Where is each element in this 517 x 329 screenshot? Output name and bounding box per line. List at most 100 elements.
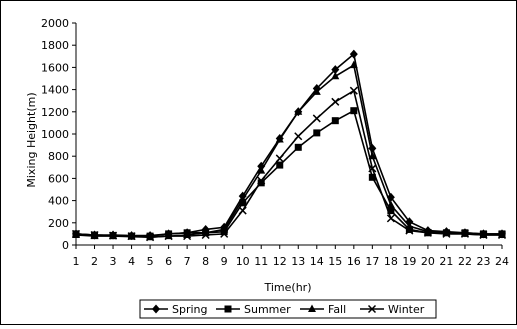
- data-point-fall: [312, 87, 321, 95]
- x-tick-label: 15: [328, 255, 342, 268]
- x-tick-label: 23: [476, 255, 490, 268]
- y-tick-label: 1200: [41, 106, 69, 119]
- x-tick-label: 10: [236, 255, 250, 268]
- legend-label-spring: Spring: [172, 303, 208, 316]
- y-tick-label: 200: [48, 217, 69, 230]
- x-tick-label: 16: [347, 255, 361, 268]
- data-point-winter: [349, 86, 358, 95]
- y-tick-label: 1000: [41, 128, 69, 141]
- x-tick-label: 11: [254, 255, 268, 268]
- data-point-winter: [294, 132, 303, 141]
- y-tick-label: 2000: [41, 17, 69, 30]
- data-point-fall: [349, 60, 358, 69]
- legend: Spring Summer Fall Winter: [139, 299, 437, 319]
- data-point-summer: [276, 161, 284, 169]
- data-point-summer: [239, 199, 247, 207]
- data-point-winter: [164, 232, 173, 241]
- x-tick-label: 6: [165, 255, 172, 268]
- data-point-summer: [313, 129, 321, 137]
- y-tick-label: 1400: [41, 84, 69, 97]
- data-point-summer: [350, 107, 358, 115]
- x-tick-label: 24: [495, 255, 509, 268]
- legend-label-fall: Fall: [328, 303, 346, 316]
- data-point-winter: [423, 228, 432, 237]
- x-tick-label: 3: [110, 255, 117, 268]
- data-point-fall: [275, 135, 284, 143]
- x-tick-label: 20: [421, 255, 435, 268]
- data-point-fall: [294, 107, 303, 115]
- data-point-fall: [257, 166, 266, 174]
- data-point-winter: [220, 229, 229, 238]
- data-point-winter: [201, 230, 210, 240]
- series-line-winter: [75, 89, 502, 239]
- legend-item-winter: Winter: [360, 303, 425, 316]
- x-tick-label: 9: [221, 255, 228, 268]
- data-point-winter: [386, 214, 395, 223]
- legend-marker-summer: [224, 305, 232, 313]
- x-tick-label: 21: [439, 255, 453, 268]
- legend-box: [139, 299, 437, 319]
- x-tick-label: 2: [91, 255, 98, 268]
- legend-marker-fall: [308, 304, 316, 312]
- data-point-summer: [405, 225, 413, 233]
- data-point-winter: [109, 231, 118, 240]
- x-tick-label: 7: [184, 255, 191, 268]
- data-point-fall: [238, 194, 247, 203]
- x-tick-label: 5: [147, 255, 154, 268]
- data-point-summer: [257, 179, 265, 187]
- data-point-winter: [368, 164, 377, 173]
- legend-item-fall: Fall: [300, 303, 346, 316]
- series-layer: [71, 49, 507, 242]
- data-point-winter: [257, 176, 266, 185]
- data-point-winter: [331, 97, 340, 106]
- data-point-fall: [405, 221, 414, 230]
- legend-label-summer: Summer: [244, 303, 291, 316]
- legend-marker-spring: [152, 304, 160, 314]
- x-tick-label: 18: [384, 255, 398, 268]
- x-tick-label: 17: [365, 255, 379, 268]
- x-tick-label: 1: [73, 255, 80, 268]
- data-point-winter: [127, 232, 136, 241]
- data-point-summer: [368, 173, 376, 181]
- x-tick-label: 14: [310, 255, 324, 268]
- data-point-winter: [479, 230, 488, 240]
- data-point-winter: [183, 232, 192, 241]
- series-winter: [71, 86, 507, 242]
- data-point-fall: [386, 200, 395, 209]
- y-axis-label: Mixing Height(m): [25, 92, 38, 187]
- data-point-summer: [387, 207, 395, 215]
- legend-marker-winter: [367, 304, 377, 314]
- data-point-winter: [497, 230, 507, 240]
- x-tick-label: 19: [402, 255, 416, 268]
- y-tick-label: 600: [48, 172, 69, 185]
- data-point-summer: [294, 143, 302, 151]
- data-point-winter: [460, 229, 469, 238]
- y-tick-label: 0: [62, 239, 69, 252]
- data-point-spring: [349, 49, 358, 59]
- x-tick-label: 12: [273, 255, 287, 268]
- data-point-winter: [238, 206, 247, 215]
- x-tick-label: 13: [291, 255, 305, 268]
- data-point-winter: [90, 230, 99, 240]
- y-tick-label: 800: [48, 150, 69, 163]
- y-tick-label: 400: [48, 195, 69, 208]
- data-point-winter: [312, 114, 321, 123]
- y-tick-label: 1800: [41, 39, 69, 52]
- data-point-winter: [405, 226, 414, 235]
- x-tick-label: 4: [128, 255, 135, 268]
- data-point-winter: [71, 229, 81, 238]
- legend-item-spring: Spring: [144, 303, 208, 316]
- legend-label-winter: Winter: [388, 303, 425, 316]
- data-point-summer: [331, 117, 339, 125]
- data-point-spring: [331, 65, 340, 75]
- data-point-winter: [146, 233, 155, 242]
- x-tick-label: 8: [202, 255, 209, 268]
- legend-item-summer: Summer: [216, 303, 291, 316]
- data-point-winter: [275, 154, 284, 163]
- x-tick-label: 22: [458, 255, 472, 268]
- y-tick-label: 1600: [41, 61, 69, 74]
